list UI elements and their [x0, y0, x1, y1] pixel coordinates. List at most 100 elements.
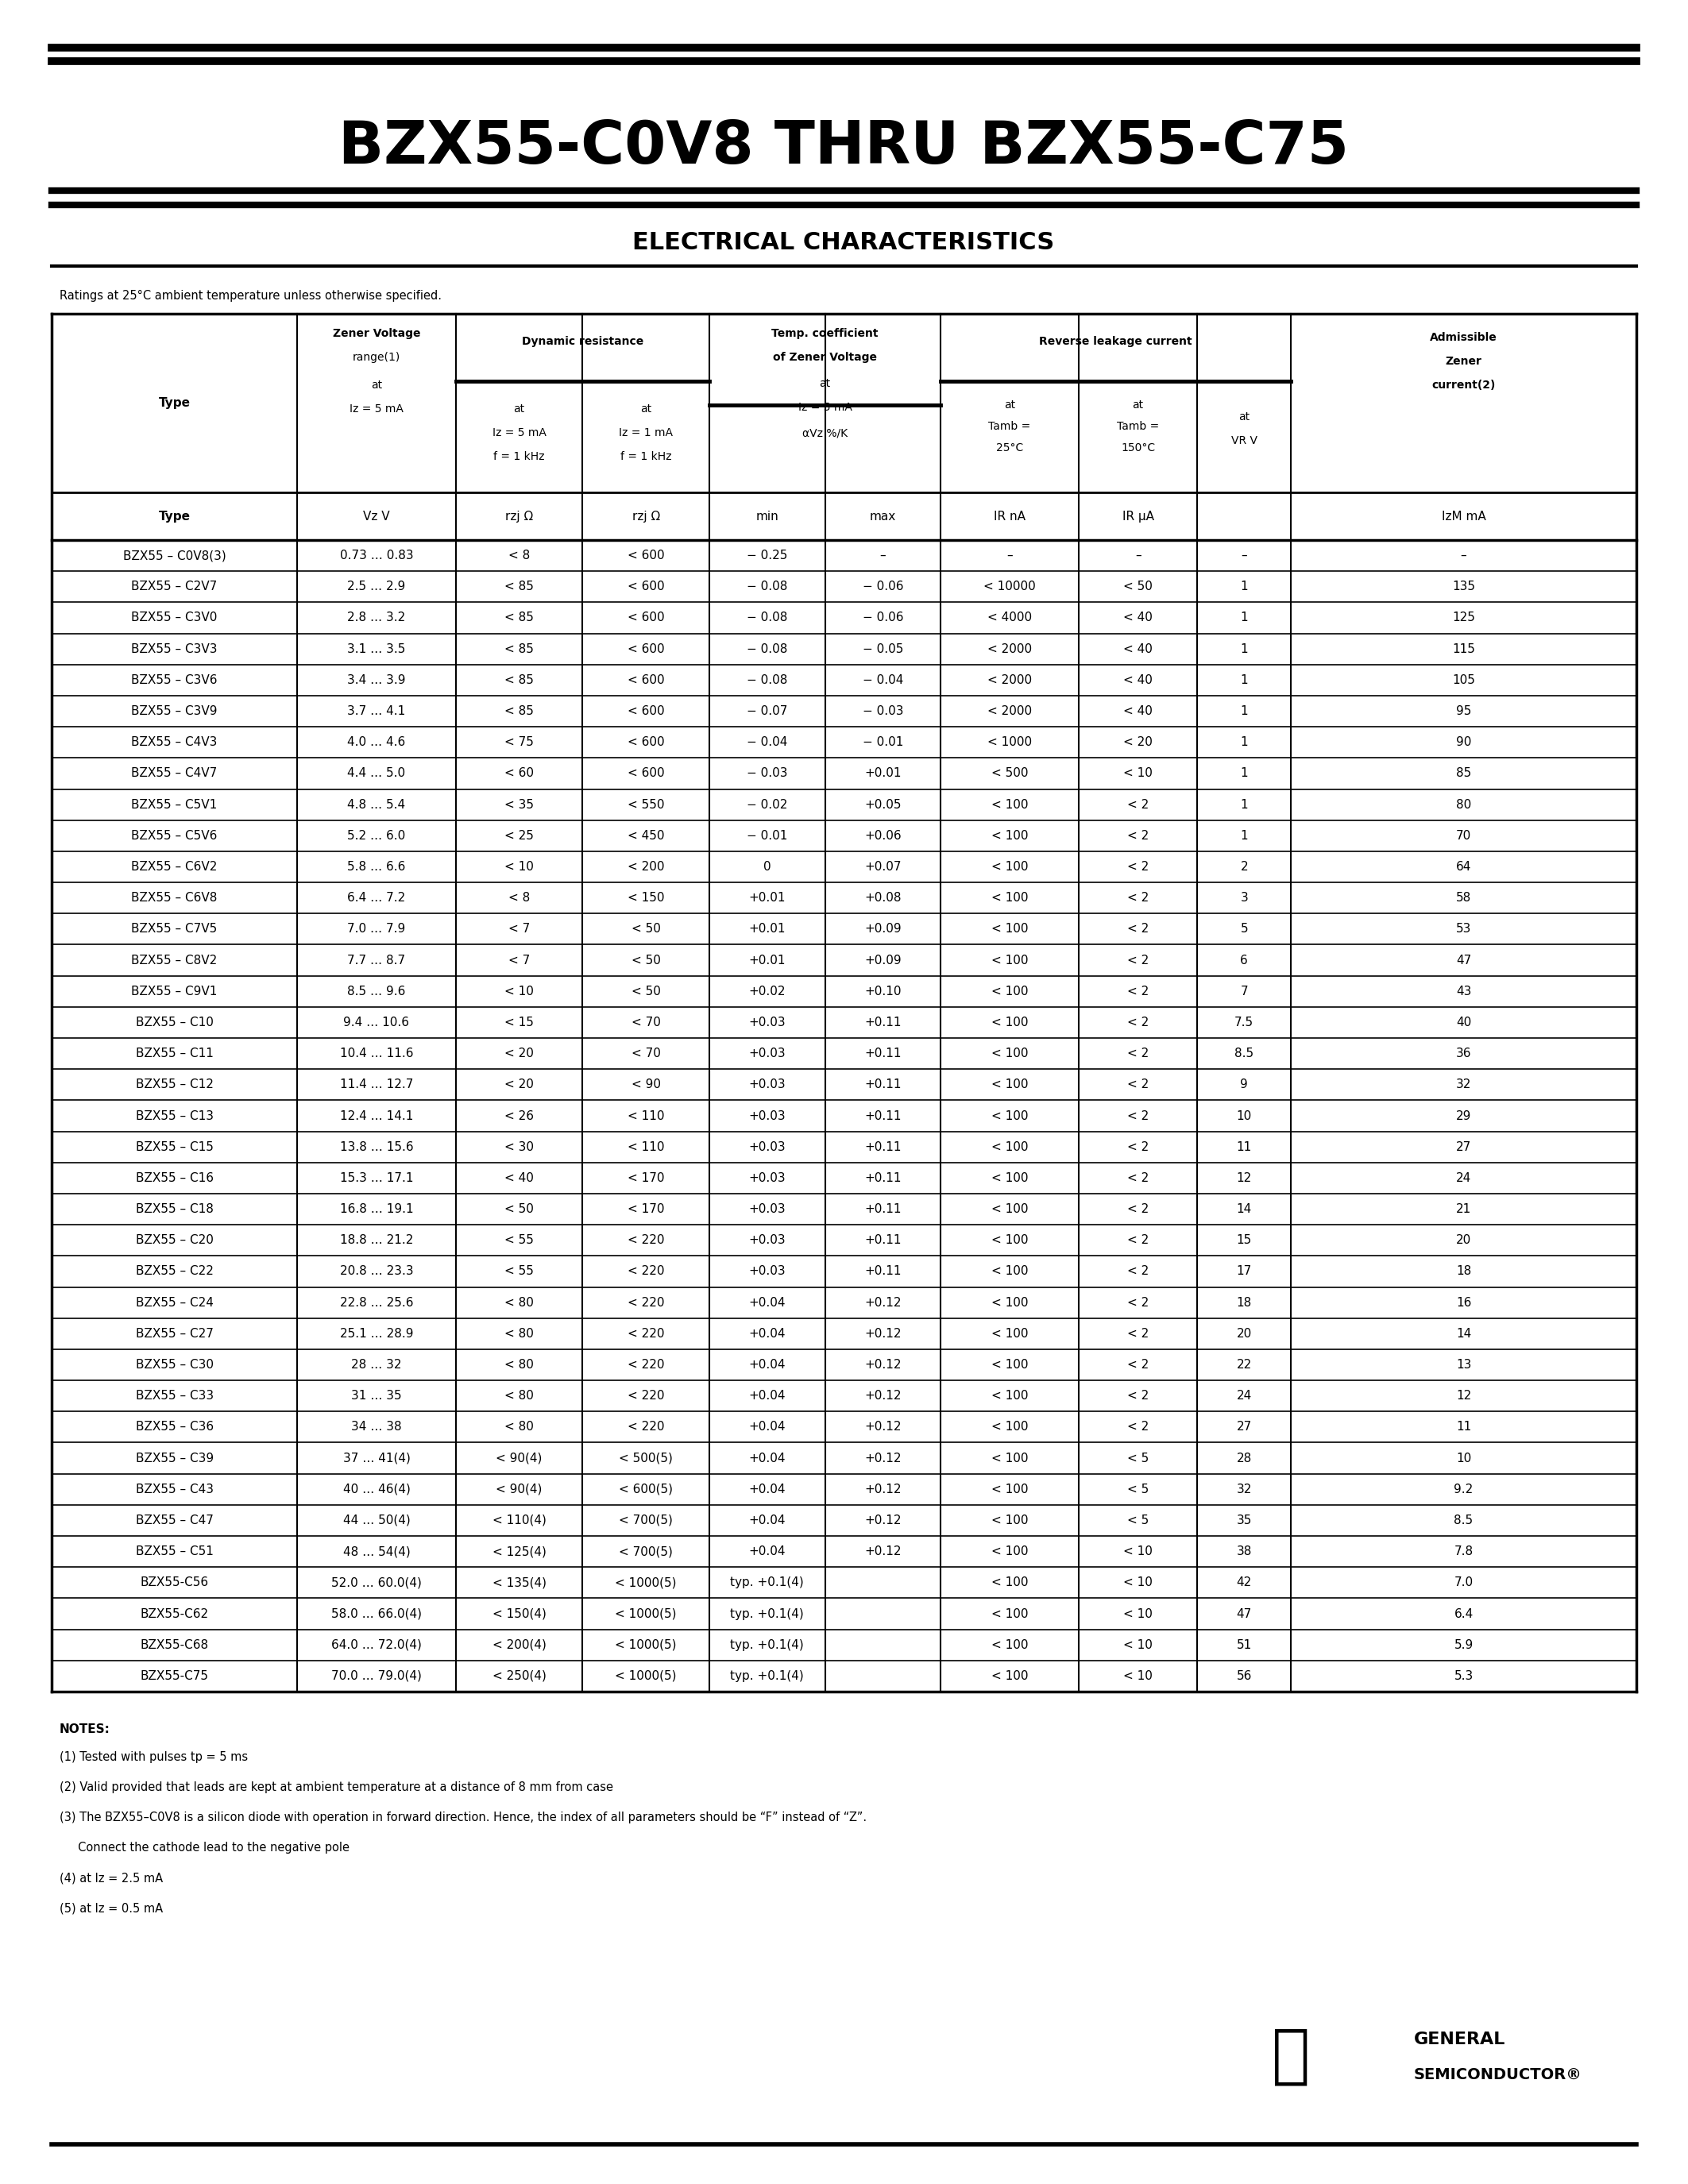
Text: − 0.25: − 0.25: [746, 550, 788, 561]
Text: +0.12: +0.12: [864, 1546, 901, 1557]
Text: +0.11: +0.11: [864, 1140, 901, 1153]
Text: 2.8 … 3.2: 2.8 … 3.2: [348, 612, 405, 625]
Text: < 1000: < 1000: [987, 736, 1031, 749]
Text: < 15: < 15: [505, 1016, 533, 1029]
Text: < 50: < 50: [631, 985, 660, 998]
Text: +0.05: +0.05: [864, 799, 901, 810]
Text: +0.01: +0.01: [864, 767, 901, 780]
Text: − 0.08: − 0.08: [746, 612, 788, 625]
Text: max: max: [869, 511, 896, 522]
Text: BZX55 – C22: BZX55 – C22: [135, 1265, 213, 1278]
Text: < 70: < 70: [631, 1016, 660, 1029]
Text: 20.8 … 23.3: 20.8 … 23.3: [339, 1265, 414, 1278]
Text: < 100: < 100: [991, 799, 1028, 810]
Text: 7: 7: [1241, 985, 1247, 998]
Text: < 170: < 170: [628, 1203, 665, 1214]
Text: 0.73 … 0.83: 0.73 … 0.83: [339, 550, 414, 561]
Text: < 2: < 2: [1128, 830, 1150, 841]
Text: 2: 2: [1241, 860, 1247, 874]
Text: < 2: < 2: [1128, 1265, 1150, 1278]
Text: < 600: < 600: [628, 675, 665, 686]
Text: +0.03: +0.03: [748, 1140, 785, 1153]
Text: at: at: [1004, 400, 1014, 411]
Text: Tamb =: Tamb =: [1117, 422, 1160, 432]
Text: BZX55 – C3V9: BZX55 – C3V9: [132, 705, 218, 716]
Text: < 2: < 2: [1128, 1422, 1150, 1433]
Text: ELECTRICAL CHARACTERISTICS: ELECTRICAL CHARACTERISTICS: [633, 232, 1055, 253]
Text: 0: 0: [763, 860, 771, 874]
Text: BZX55 – C10: BZX55 – C10: [135, 1016, 213, 1029]
Text: − 0.06: − 0.06: [863, 612, 903, 625]
Text: BZX55 – C24: BZX55 – C24: [135, 1297, 213, 1308]
Text: 8.5: 8.5: [1453, 1514, 1474, 1527]
Text: < 20: < 20: [505, 1048, 533, 1059]
Text: (5) at Iz = 0.5 mA: (5) at Iz = 0.5 mA: [59, 1902, 164, 1913]
Text: < 2: < 2: [1128, 954, 1150, 965]
Text: 12: 12: [1237, 1173, 1252, 1184]
Text: < 100: < 100: [991, 1297, 1028, 1308]
Text: 5: 5: [1241, 924, 1247, 935]
Text: 1: 1: [1241, 581, 1247, 592]
Text: < 2: < 2: [1128, 891, 1150, 904]
Text: BZX55 – C5V6: BZX55 – C5V6: [132, 830, 218, 841]
Text: < 100: < 100: [991, 985, 1028, 998]
Text: 20: 20: [1457, 1234, 1472, 1247]
Text: 14: 14: [1457, 1328, 1472, 1339]
Text: BZX55 – C13: BZX55 – C13: [135, 1109, 213, 1123]
Text: BZX55 – C36: BZX55 – C36: [135, 1422, 213, 1433]
Text: < 500(5): < 500(5): [619, 1452, 674, 1463]
Text: 64: 64: [1457, 860, 1472, 874]
Text: 3.7 … 4.1: 3.7 … 4.1: [348, 705, 405, 716]
Text: Connect the cathode lead to the negative pole: Connect the cathode lead to the negative…: [59, 1841, 349, 1854]
Text: 20: 20: [1237, 1328, 1252, 1339]
Text: Dynamic resistance: Dynamic resistance: [522, 336, 643, 347]
Text: < 100: < 100: [991, 1483, 1028, 1496]
Text: 18: 18: [1457, 1265, 1472, 1278]
Text: 5.8 … 6.6: 5.8 … 6.6: [348, 860, 405, 874]
Text: < 100: < 100: [991, 1016, 1028, 1029]
Text: − 0.07: − 0.07: [746, 705, 788, 716]
Text: +0.12: +0.12: [864, 1328, 901, 1339]
Text: 48 … 54(4): 48 … 54(4): [343, 1546, 410, 1557]
Text: < 7: < 7: [508, 924, 530, 935]
Text: 70.0 … 79.0(4): 70.0 … 79.0(4): [331, 1671, 422, 1682]
Text: < 80: < 80: [505, 1328, 533, 1339]
Text: < 5: < 5: [1128, 1452, 1150, 1463]
Text: 24: 24: [1457, 1173, 1472, 1184]
Text: 1: 1: [1241, 705, 1247, 716]
Text: 7.5: 7.5: [1234, 1016, 1254, 1029]
Text: BZX55-C62: BZX55-C62: [140, 1607, 209, 1621]
Text: < 150: < 150: [628, 891, 665, 904]
Text: αVz %/K: αVz %/K: [802, 428, 847, 439]
Text: +0.04: +0.04: [749, 1452, 785, 1463]
Text: Zener: Zener: [1445, 356, 1482, 367]
Text: < 50: < 50: [505, 1203, 533, 1214]
Text: +0.09: +0.09: [864, 954, 901, 965]
Text: 135: 135: [1452, 581, 1475, 592]
Text: < 100: < 100: [991, 924, 1028, 935]
Text: +0.11: +0.11: [864, 1173, 901, 1184]
Text: BZX55 – C3V6: BZX55 – C3V6: [132, 675, 218, 686]
Text: BZX55 – C7V5: BZX55 – C7V5: [132, 924, 218, 935]
Text: < 600: < 600: [628, 767, 665, 780]
Text: Admissible: Admissible: [1430, 332, 1497, 343]
Text: < 50: < 50: [1123, 581, 1153, 592]
Text: +0.11: +0.11: [864, 1048, 901, 1059]
Text: –: –: [1241, 550, 1247, 561]
Text: Temp. coefficient: Temp. coefficient: [771, 328, 878, 339]
Text: typ. +0.1(4): typ. +0.1(4): [731, 1577, 803, 1588]
Text: +0.04: +0.04: [749, 1483, 785, 1496]
Text: 6.4 … 7.2: 6.4 … 7.2: [348, 891, 405, 904]
Text: < 100: < 100: [991, 1638, 1028, 1651]
Text: BZX55 – C30: BZX55 – C30: [135, 1358, 213, 1372]
Text: 25°C: 25°C: [996, 443, 1023, 454]
Text: 9.4 … 10.6: 9.4 … 10.6: [344, 1016, 410, 1029]
Text: +0.11: +0.11: [864, 1079, 901, 1090]
Text: < 100: < 100: [991, 1234, 1028, 1247]
Text: < 100: < 100: [991, 1109, 1028, 1123]
Text: IR nA: IR nA: [994, 511, 1026, 522]
Text: < 1000(5): < 1000(5): [614, 1607, 677, 1621]
Text: 6.4: 6.4: [1453, 1607, 1474, 1621]
Text: 125: 125: [1452, 612, 1475, 625]
Text: − 0.05: − 0.05: [863, 642, 903, 655]
